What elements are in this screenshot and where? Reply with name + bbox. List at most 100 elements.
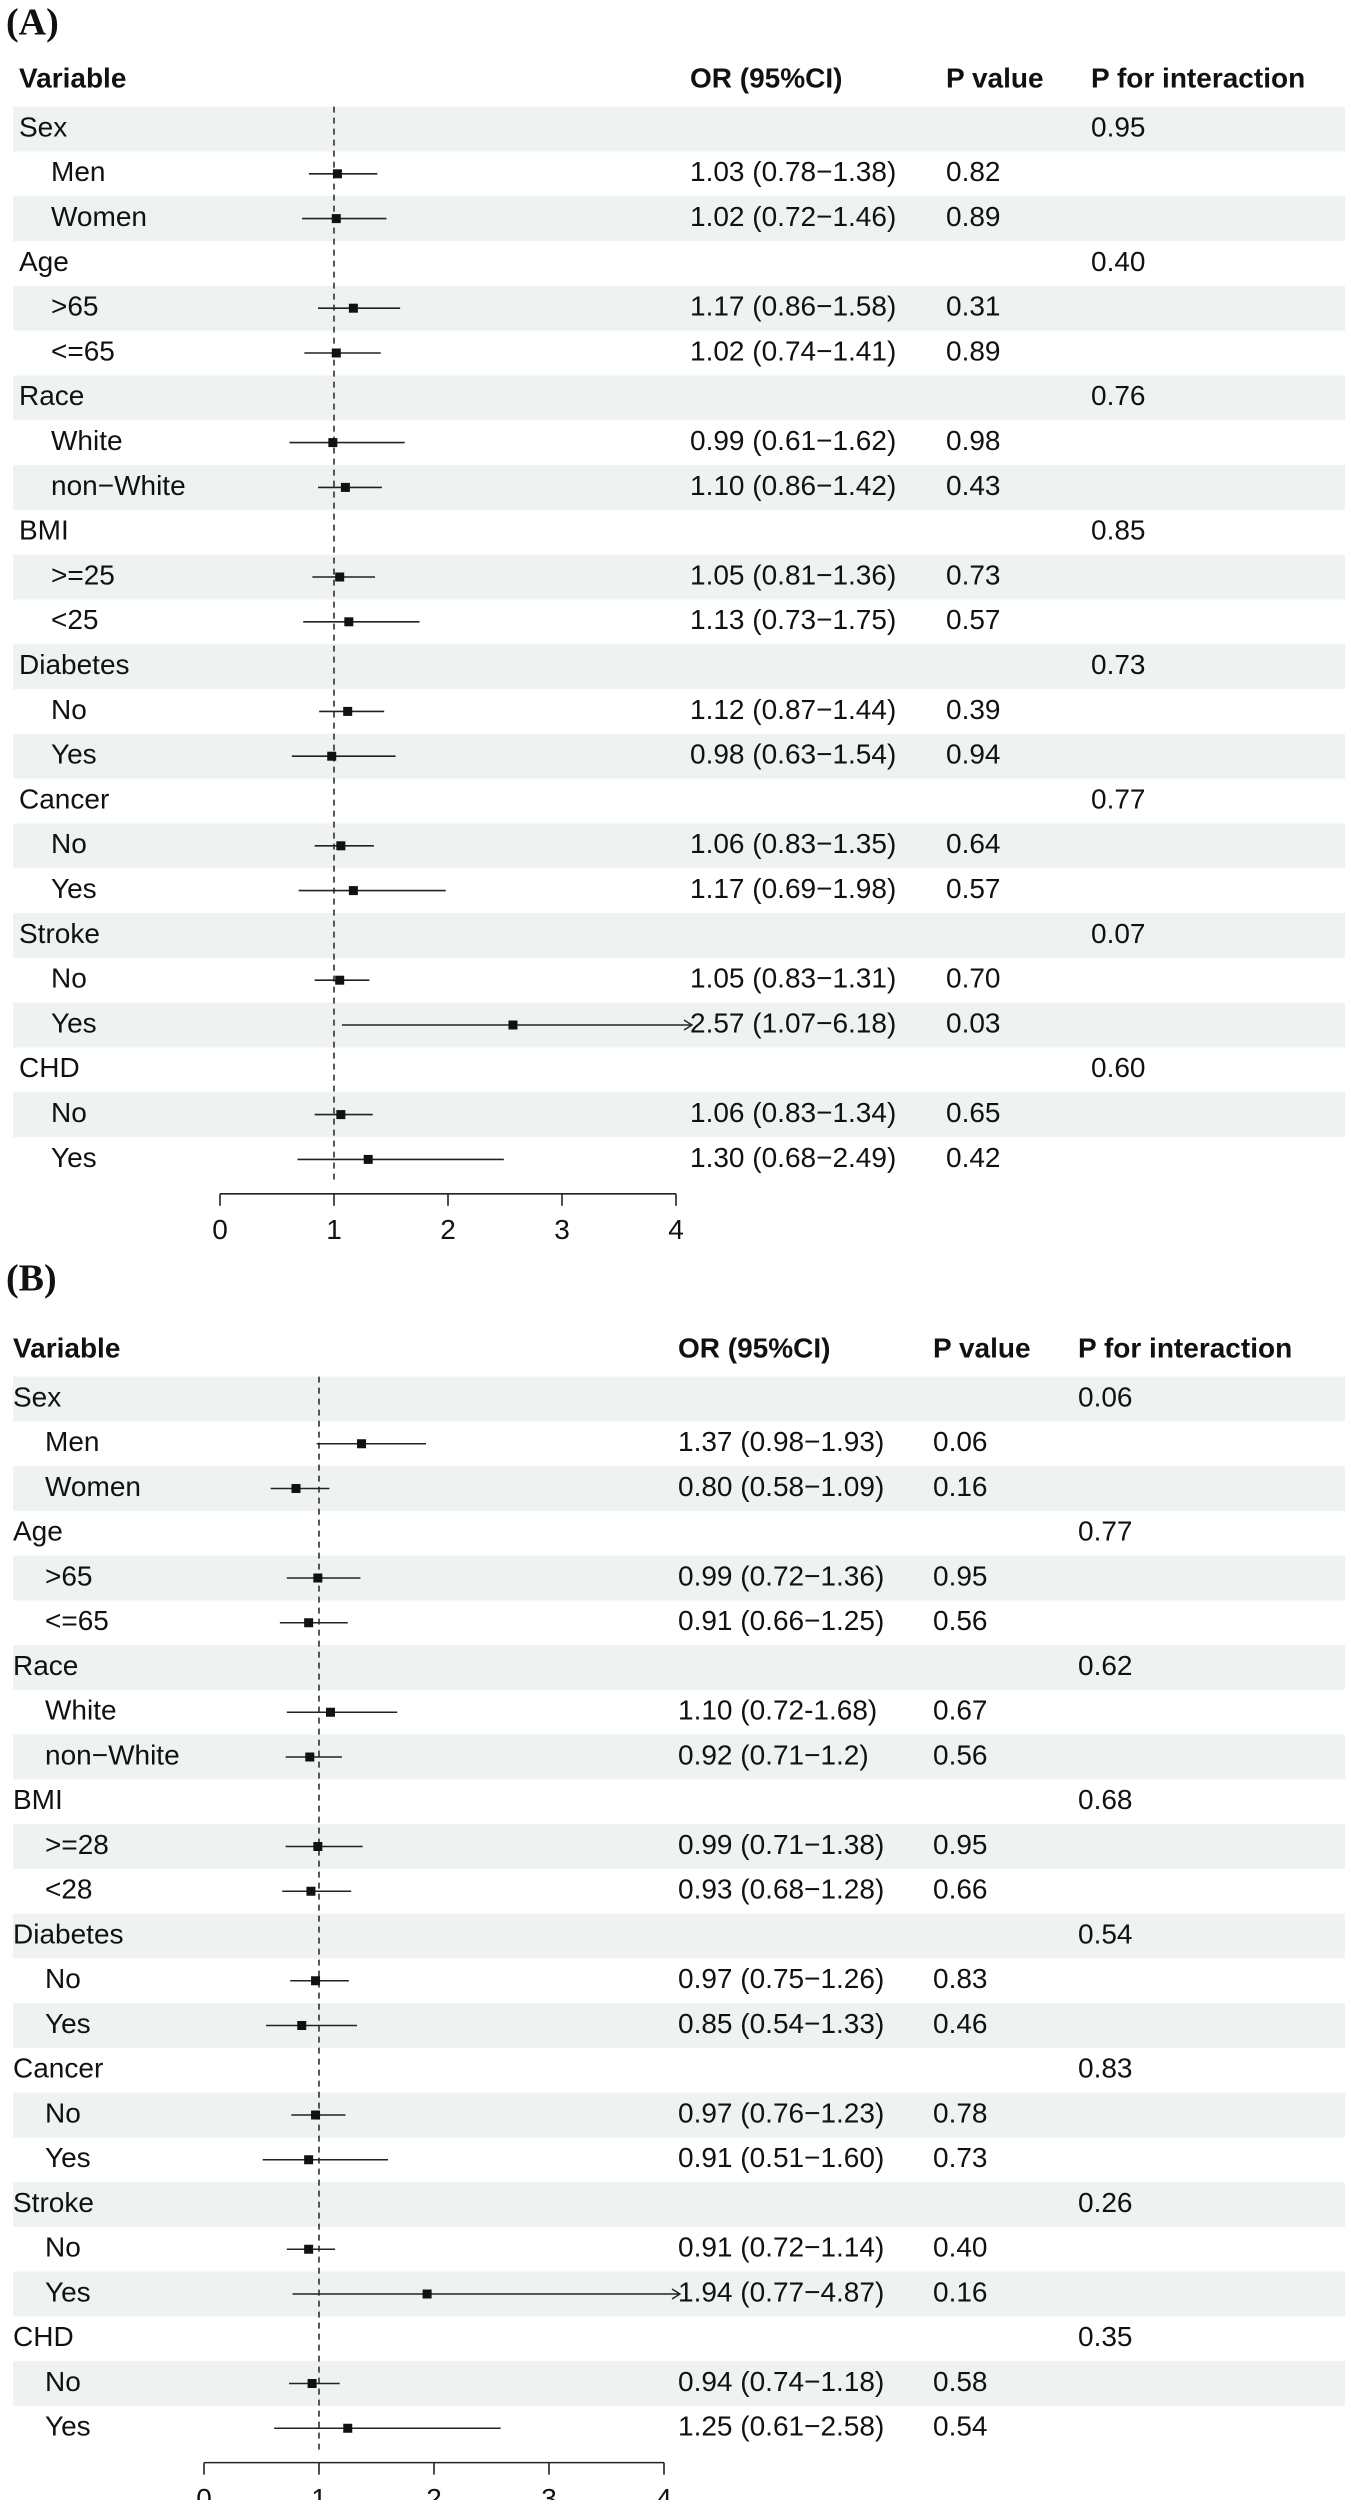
or-ci-label: 0.97 (0.76−1.23) <box>678 2097 884 2128</box>
p-value: 0.57 <box>946 604 1001 635</box>
or-ci-label: 1.12 (0.87−1.44) <box>690 694 896 725</box>
panel-label: (B) <box>6 1258 57 1300</box>
subgroup-label: No <box>45 2097 81 2128</box>
p-interaction: 0.95 <box>1091 111 1146 142</box>
or-point <box>340 482 350 492</box>
x-tick-label: 3 <box>554 1214 570 1245</box>
p-interaction: 0.77 <box>1078 1516 1133 1547</box>
x-tick-label: 4 <box>668 1214 684 1245</box>
p-value: 0.95 <box>933 1560 988 1591</box>
or-ci-label: 0.92 (0.71−1.2) <box>678 1739 869 1770</box>
column-header: P for interaction <box>1091 62 1305 93</box>
p-interaction: 0.06 <box>1078 1381 1133 1412</box>
or-ci-label: 1.17 (0.86−1.58) <box>690 291 896 322</box>
row-shade <box>13 1555 1345 1601</box>
or-ci-label: 1.05 (0.81−1.36) <box>690 559 896 590</box>
p-value: 0.16 <box>933 2276 988 2307</box>
row-shade <box>13 285 1345 331</box>
or-point <box>336 1110 346 1120</box>
subgroup-label: Yes <box>51 873 97 904</box>
p-value: 0.56 <box>933 1739 988 1770</box>
p-value: 0.89 <box>946 335 1001 366</box>
or-ci-label: 1.17 (0.69−1.98) <box>690 873 896 904</box>
p-interaction: 0.68 <box>1078 1784 1133 1815</box>
x-tick-label: 1 <box>311 2483 327 2500</box>
column-header: P value <box>946 62 1044 93</box>
or-point <box>311 1976 321 1986</box>
or-point <box>343 706 353 716</box>
column-header: OR (95%CI) <box>690 62 842 93</box>
or-ci-label: 0.91 (0.51−1.60) <box>678 2142 884 2173</box>
p-value: 0.82 <box>946 156 1001 187</box>
p-value: 0.94 <box>946 739 1001 770</box>
row-shade <box>13 2092 1345 2138</box>
or-point <box>291 1484 301 1493</box>
p-interaction: 0.40 <box>1091 246 1146 277</box>
subgroup-label: >65 <box>51 291 99 322</box>
p-value: 0.83 <box>933 1963 988 1994</box>
subgroup-label: Yes <box>45 2276 91 2307</box>
or-point <box>331 214 341 224</box>
p-value: 0.39 <box>946 694 1001 725</box>
p-value: 0.67 <box>933 1695 988 1726</box>
x-tick-label: 2 <box>426 2483 442 2500</box>
subgroup-label: non−White <box>45 1739 180 1770</box>
p-value: 0.06 <box>933 1426 988 1457</box>
group-label: Stroke <box>19 918 100 949</box>
row-shade <box>13 465 1345 510</box>
p-value: 0.46 <box>933 2008 988 2039</box>
or-point <box>307 2379 317 2388</box>
subgroup-label: Men <box>51 156 105 187</box>
p-value: 0.66 <box>933 1874 988 1905</box>
or-ci-label: 0.98 (0.63−1.54) <box>690 739 896 770</box>
subgroup-label: >=25 <box>51 559 115 590</box>
group-label: Cancer <box>19 783 109 814</box>
or-point <box>335 975 345 985</box>
row-shade <box>13 1913 1345 1959</box>
panel-label: (A) <box>6 2 59 44</box>
subgroup-label: No <box>51 1097 87 1128</box>
or-ci-label: 1.10 (0.72-1.68) <box>678 1695 877 1726</box>
or-point <box>336 841 346 851</box>
column-header: P for interaction <box>1078 1332 1292 1363</box>
p-value: 0.40 <box>933 2232 988 2263</box>
subgroup-label: No <box>45 2366 81 2397</box>
or-ci-label: 1.03 (0.78−1.38) <box>690 156 896 187</box>
or-ci-label: 1.05 (0.83−1.31) <box>690 963 896 994</box>
subgroup-label: <=65 <box>51 335 115 366</box>
column-header: OR (95%CI) <box>678 1332 830 1363</box>
subgroup-label: <25 <box>51 604 99 635</box>
row-shade <box>13 1824 1345 1869</box>
or-ci-label: 0.80 (0.58−1.09) <box>678 1471 884 1502</box>
p-value: 0.89 <box>946 201 1001 232</box>
group-label: Sex <box>13 1381 61 1412</box>
or-point <box>357 1439 367 1449</box>
subgroup-label: <=65 <box>45 1605 109 1636</box>
subgroup-label: non−White <box>51 470 186 501</box>
row-shade <box>13 1466 1345 1511</box>
subgroup-label: Women <box>51 201 147 232</box>
row-shade <box>13 375 1345 421</box>
or-point <box>305 1752 315 1762</box>
row-shade <box>13 2182 1345 2227</box>
or-ci-label: 1.02 (0.74−1.41) <box>690 335 896 366</box>
or-ci-label: 0.93 (0.68−1.28) <box>678 1874 884 1905</box>
or-point <box>363 1154 373 1164</box>
x-tick-label: 3 <box>541 2483 557 2500</box>
subgroup-label: No <box>51 828 87 859</box>
or-ci-label: 1.02 (0.72−1.46) <box>690 201 896 232</box>
or-ci-label: 1.13 (0.73−1.75) <box>690 604 896 635</box>
p-value: 0.16 <box>933 1471 988 1502</box>
or-point <box>306 1886 316 1896</box>
or-ci-label: 0.91 (0.66−1.25) <box>678 1605 884 1636</box>
subgroup-label: >65 <box>45 1560 93 1591</box>
subgroup-label: Yes <box>45 2008 91 2039</box>
column-header: Variable <box>19 62 126 93</box>
p-interaction: 0.07 <box>1091 918 1146 949</box>
subgroup-label: >=28 <box>45 1829 109 1860</box>
subgroup-label: Yes <box>51 1007 97 1038</box>
subgroup-label: <28 <box>45 1874 93 1905</box>
p-value: 0.78 <box>933 2097 988 2128</box>
or-point <box>332 169 342 179</box>
p-value: 0.98 <box>946 425 1001 456</box>
